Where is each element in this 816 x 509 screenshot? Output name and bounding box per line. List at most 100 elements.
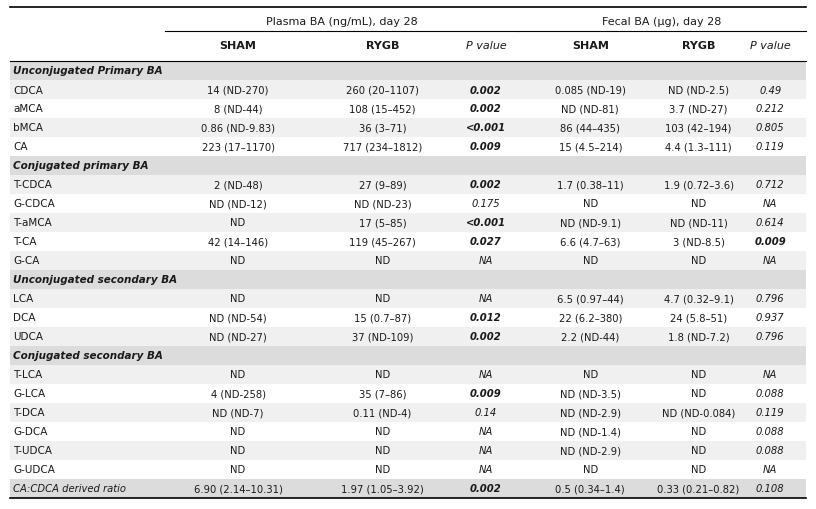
- Text: T-aMCA: T-aMCA: [13, 218, 51, 228]
- Text: Unconjugated secondary BA: Unconjugated secondary BA: [13, 275, 177, 285]
- Text: 0.796: 0.796: [756, 294, 784, 304]
- Text: 0.009: 0.009: [470, 142, 502, 152]
- Text: NA: NA: [763, 199, 778, 209]
- Text: CA:CDCA derived ratio: CA:CDCA derived ratio: [13, 484, 126, 494]
- Text: ND (ND-81): ND (ND-81): [561, 104, 619, 115]
- Text: ND (ND-7): ND (ND-7): [212, 408, 264, 418]
- Text: NA: NA: [479, 370, 493, 380]
- Text: ND (ND-54): ND (ND-54): [209, 313, 267, 323]
- Text: 22 (6.2–380): 22 (6.2–380): [559, 313, 622, 323]
- Text: aMCA: aMCA: [13, 104, 42, 115]
- Text: ND: ND: [230, 427, 246, 437]
- Text: ND (ND-0.084): ND (ND-0.084): [662, 408, 735, 418]
- Text: 0.012: 0.012: [470, 313, 502, 323]
- Text: 3.7 (ND-27): 3.7 (ND-27): [669, 104, 728, 115]
- Text: ND (ND-9.1): ND (ND-9.1): [560, 218, 621, 228]
- Text: ND: ND: [375, 465, 390, 474]
- Bar: [10, 62, 806, 81]
- Text: T-CA: T-CA: [13, 237, 37, 247]
- Bar: [10, 233, 806, 251]
- Text: ND: ND: [691, 370, 706, 380]
- Text: 103 (42–194): 103 (42–194): [665, 123, 732, 133]
- Text: T-LCA: T-LCA: [13, 370, 42, 380]
- Text: 14 (ND-270): 14 (ND-270): [207, 86, 268, 95]
- Bar: [10, 138, 806, 157]
- Text: 1.97 (1.05–3.92): 1.97 (1.05–3.92): [341, 484, 424, 494]
- Text: Plasma BA (ng/mL), day 28: Plasma BA (ng/mL), day 28: [266, 17, 418, 27]
- Bar: [10, 100, 806, 119]
- Text: Fecal BA (μg), day 28: Fecal BA (μg), day 28: [602, 17, 721, 27]
- Text: LCA: LCA: [13, 294, 33, 304]
- Text: P value: P value: [750, 41, 791, 51]
- Text: 15 (0.7–87): 15 (0.7–87): [354, 313, 411, 323]
- Text: 3 (ND-8.5): 3 (ND-8.5): [672, 237, 725, 247]
- Text: ND: ND: [583, 199, 598, 209]
- Text: SHAM: SHAM: [220, 41, 256, 51]
- Text: 8 (ND-44): 8 (ND-44): [214, 104, 262, 115]
- Bar: [10, 460, 806, 479]
- Text: NA: NA: [479, 465, 493, 474]
- Text: NA: NA: [763, 370, 778, 380]
- Text: 42 (14–146): 42 (14–146): [208, 237, 268, 247]
- Text: 260 (20–1107): 260 (20–1107): [346, 86, 419, 95]
- Text: 0.14: 0.14: [475, 408, 497, 418]
- Text: NA: NA: [763, 256, 778, 266]
- Text: 0.5 (0.34–1.4): 0.5 (0.34–1.4): [556, 484, 625, 494]
- Text: ND (ND-12): ND (ND-12): [209, 199, 267, 209]
- Text: 2.2 (ND-44): 2.2 (ND-44): [561, 332, 619, 342]
- Text: 4.4 (1.3–111): 4.4 (1.3–111): [665, 142, 732, 152]
- Text: 223 (17–1170): 223 (17–1170): [202, 142, 274, 152]
- Text: CDCA: CDCA: [13, 86, 43, 95]
- Text: ND (ND-2.9): ND (ND-2.9): [560, 445, 621, 456]
- Text: 17 (5–85): 17 (5–85): [359, 218, 406, 228]
- Text: 0.027: 0.027: [470, 237, 502, 247]
- Text: 0.712: 0.712: [756, 180, 784, 190]
- Text: ND: ND: [230, 294, 246, 304]
- Bar: [10, 308, 806, 327]
- Text: NA: NA: [479, 445, 493, 456]
- Text: NA: NA: [479, 256, 493, 266]
- Text: CA: CA: [13, 142, 28, 152]
- Text: ND: ND: [230, 445, 246, 456]
- Text: 0.86 (ND-9.83): 0.86 (ND-9.83): [201, 123, 275, 133]
- Text: T-UDCA: T-UDCA: [13, 445, 52, 456]
- Text: G-CDCA: G-CDCA: [13, 199, 55, 209]
- Text: ND: ND: [230, 256, 246, 266]
- Text: ND: ND: [691, 199, 706, 209]
- Text: ND: ND: [230, 370, 246, 380]
- Text: 0.088: 0.088: [756, 389, 784, 399]
- Text: 4.7 (0.32–9.1): 4.7 (0.32–9.1): [663, 294, 734, 304]
- Text: 37 (ND-109): 37 (ND-109): [352, 332, 413, 342]
- Bar: [10, 403, 806, 422]
- Text: SHAM: SHAM: [572, 41, 609, 51]
- Text: RYGB: RYGB: [366, 41, 399, 51]
- Text: ND (ND-23): ND (ND-23): [353, 199, 411, 209]
- Text: 0.937: 0.937: [756, 313, 784, 323]
- Bar: [10, 441, 806, 460]
- Text: ND: ND: [691, 389, 706, 399]
- Text: ND (ND-2.5): ND (ND-2.5): [668, 86, 729, 95]
- Text: G-LCA: G-LCA: [13, 389, 45, 399]
- Bar: [10, 251, 806, 270]
- Text: ND: ND: [375, 427, 390, 437]
- Text: UDCA: UDCA: [13, 332, 43, 342]
- Text: 0.11 (ND-4): 0.11 (ND-4): [353, 408, 411, 418]
- Text: 0.119: 0.119: [756, 408, 784, 418]
- Text: ND (ND-3.5): ND (ND-3.5): [560, 389, 621, 399]
- Text: 0.796: 0.796: [756, 332, 784, 342]
- Bar: [10, 194, 806, 214]
- Text: DCA: DCA: [13, 313, 36, 323]
- Bar: [10, 327, 806, 346]
- Text: 0.108: 0.108: [756, 484, 784, 494]
- Text: T-DCA: T-DCA: [13, 408, 45, 418]
- Bar: [10, 365, 806, 384]
- Text: 0.002: 0.002: [470, 180, 502, 190]
- Bar: [10, 176, 806, 194]
- Text: <0.001: <0.001: [466, 123, 506, 133]
- Text: 1.8 (ND-7.2): 1.8 (ND-7.2): [667, 332, 730, 342]
- Text: 24 (5.8–51): 24 (5.8–51): [670, 313, 727, 323]
- Text: 0.614: 0.614: [756, 218, 784, 228]
- Bar: [10, 479, 806, 498]
- Text: NA: NA: [479, 427, 493, 437]
- Text: 0.085 (ND-19): 0.085 (ND-19): [555, 86, 626, 95]
